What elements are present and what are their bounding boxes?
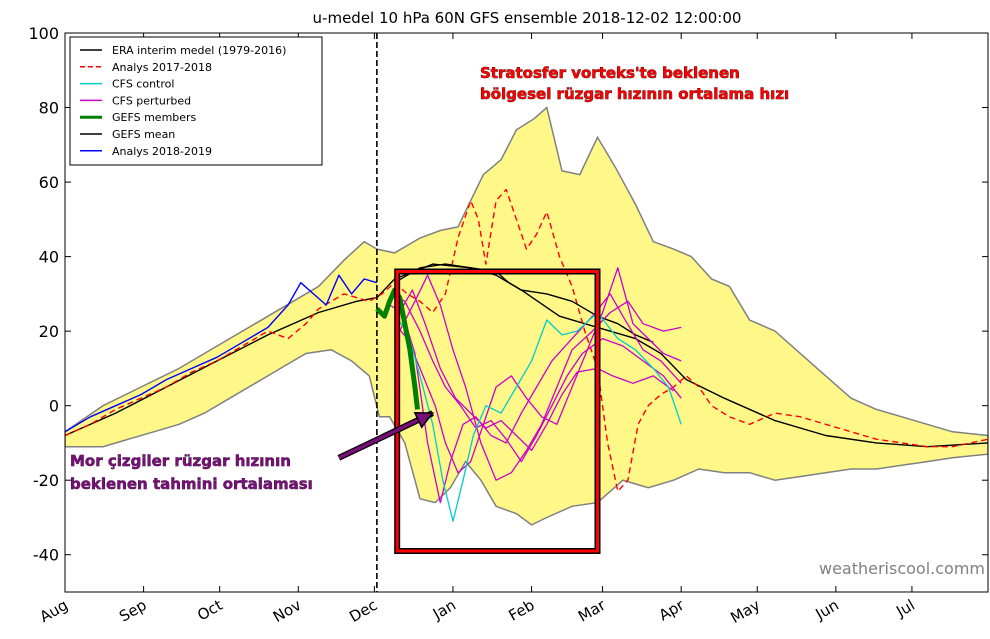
x-tick-label: Jan (429, 596, 459, 624)
watermark: weatheriscool.comm (819, 559, 985, 578)
x-tick-label: Oct (194, 596, 226, 625)
x-tick-label: May (727, 596, 763, 627)
legend-entry: GEFS mean (112, 128, 175, 141)
y-tick-label: 60 (39, 173, 59, 192)
y-tick-label: 20 (39, 322, 59, 341)
plot-frame (64, 32, 989, 593)
x-tick-label: Aug (37, 596, 71, 626)
series-line-7 (396, 289, 674, 452)
series-line-9 (394, 311, 682, 522)
x-tick-label: Sep (116, 596, 149, 626)
series-line-5 (394, 267, 682, 474)
legend-entry: Analys 2017-2018 (112, 61, 212, 74)
arrow-head (413, 412, 435, 429)
x-tick-label: Jun (812, 596, 842, 624)
series-line-1 (65, 188, 988, 493)
legend-entry: CFS control (112, 78, 174, 91)
overlays: Stratosfer vorteks'te beklenen bölgesel r… (70, 64, 985, 578)
legend-entry: ERA interim medel (1979-2016) (112, 44, 286, 57)
arrow-shaft (338, 411, 434, 460)
annotation-purple-line2: beklenen tahmini ortalaması (70, 475, 313, 493)
highlight-box (395, 270, 599, 553)
x-tick-label: Nov (270, 596, 304, 626)
legend-entry: Analys 2018-2019 (112, 145, 212, 158)
series-line-3 (394, 263, 654, 343)
legend-entry: GEFS members (112, 111, 197, 124)
y-tick-label: -20 (33, 471, 59, 490)
x-tick-label: Apr (656, 595, 688, 624)
annotation-red-line2: bölgesel rüzgar hızının ortalama hızı (480, 85, 789, 103)
legend-entry: CFS perturbed (112, 94, 191, 107)
x-tick-label: Mar (575, 595, 609, 625)
legend-box (69, 36, 323, 166)
annotation-purple-line1: Mor çizgiler rüzgar hızının (70, 452, 291, 470)
x-tick-label: Dec (346, 596, 380, 626)
chart-title: u-medel 10 hPa 60N GFS ensemble 2018-12-… (313, 9, 742, 27)
ensemble-envelope (65, 106, 988, 526)
y-tick-label: 100 (28, 24, 59, 43)
series-line-4 (389, 293, 682, 504)
series-line-2 (65, 274, 378, 433)
plot-content (65, 33, 988, 592)
series-line-6 (399, 274, 682, 481)
y-tick-label: 40 (39, 248, 59, 267)
annotation-red-line1: Stratosfer vorteks'te beklenen (480, 64, 740, 82)
y-tick-label: 80 (39, 99, 59, 118)
legend: ERA interim medel (1979-2016) Analys 2017… (69, 36, 323, 166)
series-line-8 (391, 293, 682, 463)
y-tick-label: -40 (33, 546, 59, 565)
x-tick-label: Feb (506, 596, 538, 625)
y-tick-label: 0 (49, 397, 59, 416)
x-tick-label: Jul (892, 596, 918, 621)
